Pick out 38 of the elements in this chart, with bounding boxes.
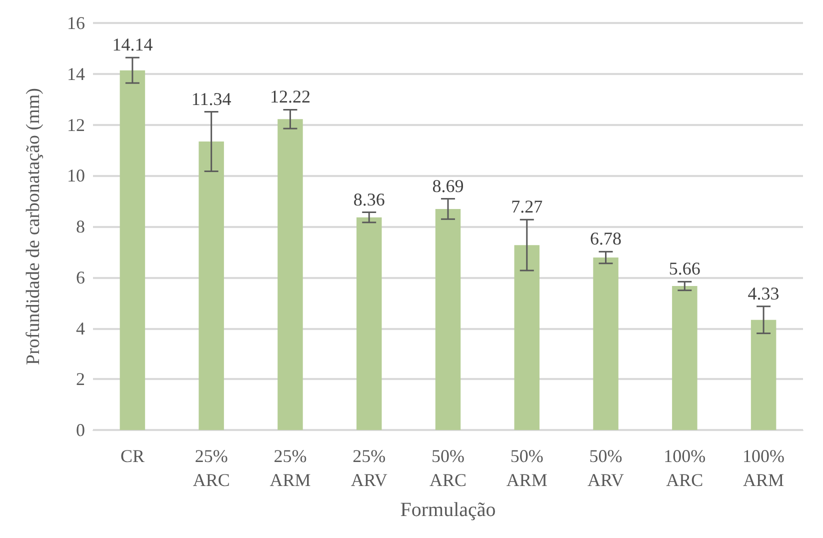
y-tick-label: 10 [67, 166, 85, 186]
x-tick-label: CR [120, 446, 144, 466]
y-tick-label: 8 [76, 216, 85, 236]
bar [120, 70, 146, 430]
x-tick-label: 25% ARV [350, 446, 388, 490]
bar [672, 286, 698, 430]
data-label: 12.22 [270, 86, 310, 107]
x-tick-label: 50% ARM [506, 446, 548, 490]
data-label: 8.36 [353, 189, 385, 210]
y-tick-label: 2 [76, 369, 85, 390]
y-tick-label: 12 [67, 114, 85, 135]
y-tick-label: 16 [67, 13, 85, 33]
bar [435, 208, 461, 430]
bar [356, 217, 382, 430]
data-label: 8.69 [432, 176, 464, 196]
x-tick-label: 25% ARC [192, 446, 230, 490]
y-axis-title: Profundidade de carbonatação (mm) [23, 88, 44, 365]
data-label: 7.27 [511, 196, 543, 217]
data-label: 5.66 [668, 258, 700, 279]
data-label: 4.33 [748, 283, 780, 304]
bar [750, 320, 776, 430]
y-tick-label: 0 [76, 420, 85, 440]
data-label: 14.14 [112, 34, 153, 55]
x-tick-label: 50% ARV [587, 446, 624, 490]
bar [278, 119, 303, 430]
bar [514, 245, 540, 430]
y-tick-label: 4 [76, 318, 85, 338]
data-label: 11.34 [191, 88, 232, 109]
x-axis-title: Formulação [400, 499, 496, 521]
bar [593, 258, 618, 430]
y-tick-label: 6 [76, 267, 85, 288]
x-tick-label: 100% ARM [742, 446, 785, 490]
data-label: 6.78 [590, 228, 622, 249]
y-tick-label: 14 [67, 64, 85, 84]
x-tick-label: 100% ARC [664, 446, 706, 490]
x-tick-label: 25% ARM [270, 446, 311, 490]
x-tick-label: 50% ARC [429, 446, 467, 490]
bar [198, 142, 224, 430]
